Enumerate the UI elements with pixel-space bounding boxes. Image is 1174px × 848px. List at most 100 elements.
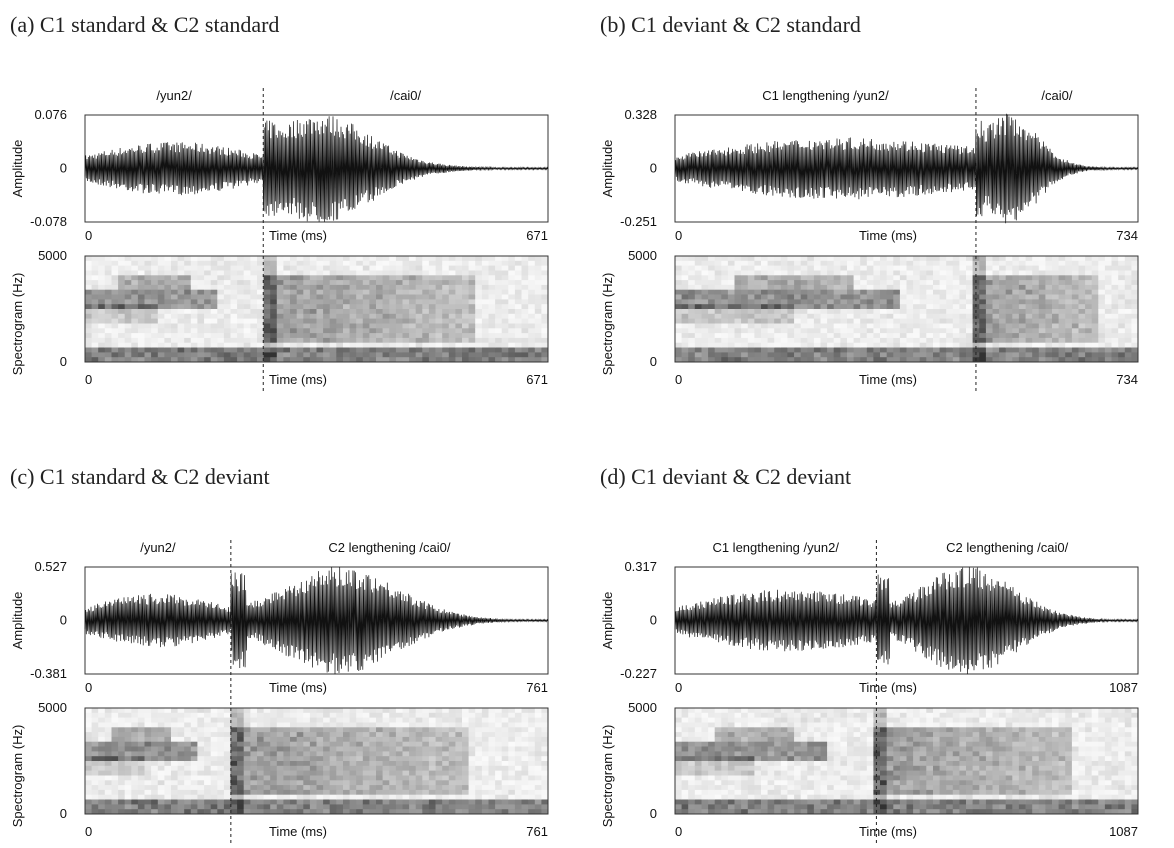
spectrogram-cell	[415, 775, 423, 781]
spectrogram-cell	[131, 799, 139, 805]
spectrogram-cell	[708, 765, 716, 771]
spectrogram-cell	[501, 789, 509, 796]
spectrogram-cell	[230, 260, 238, 266]
spectrogram-cell	[734, 256, 742, 262]
spectrogram-cell	[290, 775, 297, 781]
spectrogram-cell	[1111, 309, 1119, 315]
spectrogram-cell	[124, 712, 132, 718]
spectrogram-cell	[761, 352, 768, 358]
spectrogram-cell	[985, 352, 993, 358]
spectrogram-cell	[422, 799, 430, 805]
spectrogram-cell	[681, 275, 689, 281]
spectrogram-cell	[1085, 270, 1093, 276]
spectrogram-cell	[495, 804, 503, 810]
spectrogram-cell	[389, 746, 397, 752]
spectrogram-cell	[727, 309, 735, 315]
spectrogram-cell	[250, 727, 258, 733]
spectrogram-cell	[283, 318, 291, 324]
spectrogram-cell	[257, 256, 264, 262]
spectrogram-cell	[395, 708, 403, 714]
spectrogram-cell	[409, 347, 417, 353]
spectrogram-cell	[356, 275, 364, 281]
spectrogram-cell	[906, 270, 914, 276]
spectrogram-cell	[104, 799, 112, 805]
spectrogram-cell	[534, 352, 542, 358]
spectrogram-cell	[827, 342, 835, 348]
spectrogram-cell	[250, 318, 258, 324]
spectrogram-cell	[721, 323, 729, 329]
spectrogram-cell	[382, 309, 390, 315]
spectrogram-cell	[382, 256, 390, 262]
spectrogram-cell	[694, 809, 702, 815]
spectrogram-cell	[694, 265, 702, 271]
spectrogram-cell	[323, 804, 331, 810]
spectrogram-cell	[807, 357, 815, 363]
spectrogram-cell	[329, 328, 337, 334]
spectrogram-cell	[979, 323, 987, 329]
spectrogram-cell	[151, 722, 159, 728]
spectrogram-cell	[1005, 304, 1013, 310]
spectrogram-cell	[827, 284, 835, 291]
spectrogram-cell	[1111, 342, 1119, 348]
spectrogram-cell	[813, 260, 821, 266]
spectrogram-cell	[448, 337, 456, 344]
spectrogram-cell	[462, 342, 469, 348]
spectrogram-cell	[369, 741, 377, 747]
spectrogram-cell	[939, 357, 947, 363]
spectrogram-cell	[184, 333, 192, 339]
spectrogram-cell	[184, 789, 192, 796]
spectrogram-cell	[389, 309, 397, 315]
spectrogram-cell	[488, 265, 496, 271]
spectrogram-cell	[104, 736, 112, 743]
spectrogram-cell	[741, 751, 749, 757]
spectrogram-cell	[675, 794, 682, 800]
spectrogram-cell	[754, 313, 762, 319]
spectrogram-cell	[349, 265, 357, 271]
spectrogram-cell	[177, 809, 185, 815]
spectrogram-cell	[243, 265, 251, 271]
spectrogram-cell	[455, 299, 463, 305]
spectrogram-cell	[316, 727, 324, 733]
spectrogram-cell	[1078, 270, 1086, 276]
spectrogram-cell	[999, 309, 1007, 315]
spectrogram-cell	[362, 756, 370, 762]
spectrogram-cell	[820, 337, 828, 344]
spectrogram-cell	[688, 751, 696, 757]
spectrogram-cell	[952, 294, 960, 300]
spectrogram-cell	[243, 785, 251, 791]
spectrogram-cell	[800, 337, 808, 344]
spectrogram-cell	[257, 722, 264, 728]
spectrogram-cell	[741, 785, 749, 791]
spectrogram-cell	[395, 342, 403, 348]
spectrogram-cell	[435, 299, 443, 305]
spectrogram-cell	[860, 284, 868, 291]
spectrogram-cell	[508, 761, 516, 767]
spectrogram-cell	[356, 780, 364, 786]
spectrogram-cell	[217, 717, 225, 723]
spectrogram-cell	[309, 289, 317, 295]
spectrogram-cell	[761, 741, 768, 747]
spectrogram-cell	[402, 299, 410, 305]
spectrogram-cell	[933, 328, 940, 334]
spectrogram-cell	[223, 342, 231, 348]
spectrogram-cell	[734, 357, 742, 363]
spectrogram-cell	[98, 284, 106, 291]
spectrogram-cell	[827, 289, 835, 295]
spectrogram-cell	[369, 347, 377, 353]
spectrogram-cell	[395, 333, 403, 339]
spectrogram-cell	[263, 789, 271, 796]
spectrogram-cell	[131, 284, 139, 291]
spectrogram-cell	[761, 770, 768, 776]
spectrogram-cell	[800, 299, 808, 305]
spectrogram-cell	[1131, 313, 1139, 319]
spectrogram-cell	[1131, 318, 1139, 324]
spectrogram-cell	[714, 323, 722, 329]
spectrogram-cell	[276, 270, 284, 276]
spectrogram-cell	[184, 732, 192, 738]
spectrogram-cell	[111, 741, 119, 747]
spectrogram-cell	[972, 270, 980, 276]
spectrogram-cell	[349, 304, 357, 310]
spectrogram-cell	[336, 809, 344, 815]
spectrogram-cell	[1124, 347, 1132, 353]
spectrogram-cell	[402, 770, 410, 776]
